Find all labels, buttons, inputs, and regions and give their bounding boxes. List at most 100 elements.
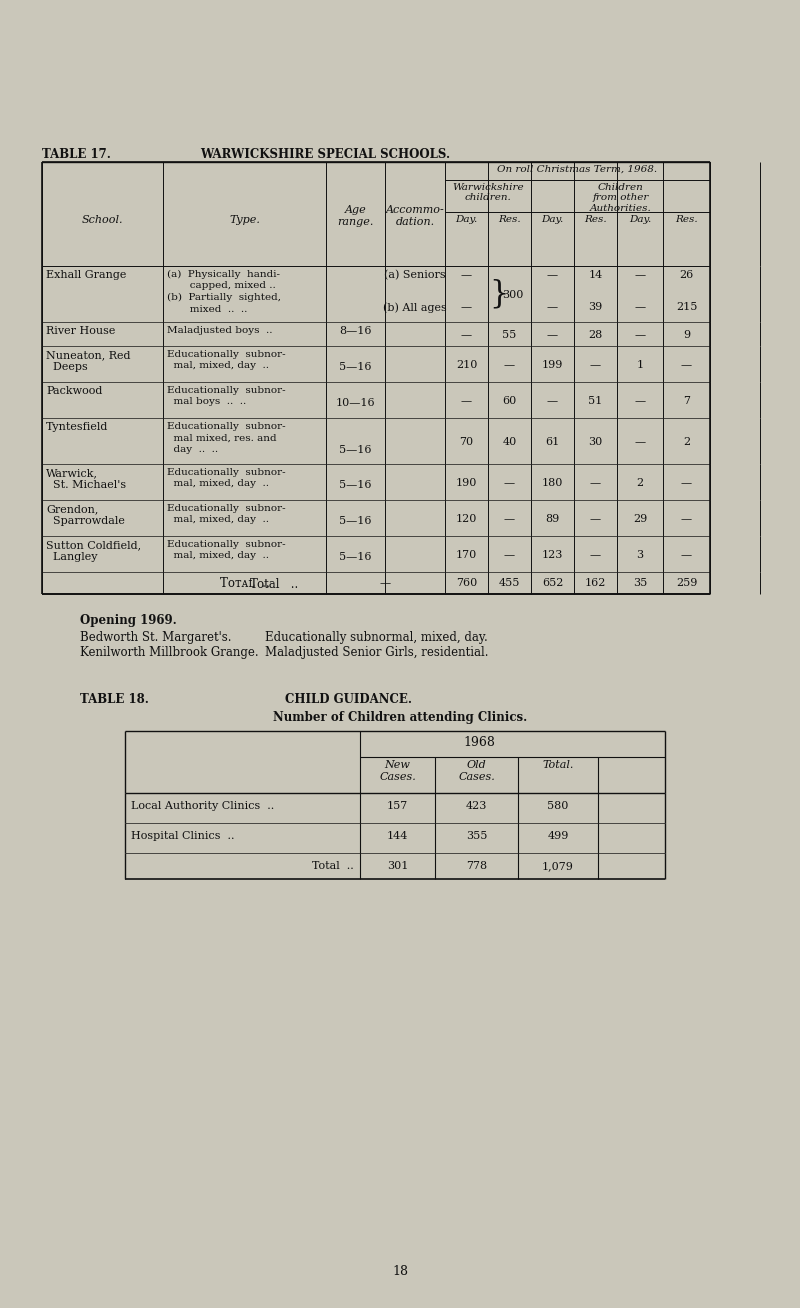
Text: mal mixed, res. and: mal mixed, res. and xyxy=(167,433,277,442)
Text: Maladjusted Senior Girls, residential.: Maladjusted Senior Girls, residential. xyxy=(265,646,489,659)
Text: 215: 215 xyxy=(676,302,697,313)
Text: Children
from other
Authorities.: Children from other Authorities. xyxy=(590,183,651,213)
Text: Res.: Res. xyxy=(675,215,698,224)
Text: 423: 423 xyxy=(466,800,487,811)
Text: —: — xyxy=(681,360,692,370)
Text: 35: 35 xyxy=(633,578,647,589)
Text: —: — xyxy=(504,477,515,488)
Text: 5—16: 5—16 xyxy=(339,445,372,455)
Text: Day.: Day. xyxy=(542,215,564,224)
Text: Exhall Grange: Exhall Grange xyxy=(46,269,126,280)
Text: 14: 14 xyxy=(588,269,602,280)
Text: 210: 210 xyxy=(456,360,477,370)
Text: 355: 355 xyxy=(466,831,487,841)
Text: 2: 2 xyxy=(637,477,643,488)
Text: (b)  Partially  sighted,: (b) Partially sighted, xyxy=(167,293,281,302)
Text: 120: 120 xyxy=(456,514,477,525)
Text: —: — xyxy=(634,437,646,447)
Text: Kenilworth Millbrook Grange.: Kenilworth Millbrook Grange. xyxy=(80,646,258,659)
Text: Educationally  subnor-: Educationally subnor- xyxy=(167,386,286,395)
Text: Nuneaton, Red: Nuneaton, Red xyxy=(46,351,130,360)
Text: 301: 301 xyxy=(387,861,408,871)
Text: —: — xyxy=(547,269,558,280)
Text: 9: 9 xyxy=(683,330,690,340)
Text: 26: 26 xyxy=(679,269,694,280)
Text: Day.: Day. xyxy=(455,215,478,224)
Text: 259: 259 xyxy=(676,578,697,589)
Text: 8—16: 8—16 xyxy=(339,326,372,336)
Text: —: — xyxy=(681,514,692,525)
Text: —: — xyxy=(461,330,472,340)
Text: 7: 7 xyxy=(683,396,690,405)
Text: 29: 29 xyxy=(633,514,647,525)
Text: 157: 157 xyxy=(387,800,408,811)
Text: Maladjusted boys  ..: Maladjusted boys .. xyxy=(167,326,273,335)
Text: 61: 61 xyxy=(546,437,560,447)
Text: Total.: Total. xyxy=(542,760,574,770)
Text: River House: River House xyxy=(46,326,115,336)
Text: 180: 180 xyxy=(542,477,563,488)
Text: Educationally  subnor-: Educationally subnor- xyxy=(167,351,286,358)
Text: —: — xyxy=(590,549,601,560)
Text: —: — xyxy=(504,360,515,370)
Text: 18: 18 xyxy=(392,1265,408,1278)
Text: —: — xyxy=(681,477,692,488)
Text: Bedworth St. Margaret's.: Bedworth St. Margaret's. xyxy=(80,630,231,644)
Text: WARWICKSHIRE SPECIAL SCHOOLS.: WARWICKSHIRE SPECIAL SCHOOLS. xyxy=(200,148,450,161)
Text: 1,079: 1,079 xyxy=(542,861,574,871)
Text: Age
range.: Age range. xyxy=(338,205,374,226)
Text: Educationally  subnor-: Educationally subnor- xyxy=(167,540,286,549)
Text: Educationally subnormal, mixed, day.: Educationally subnormal, mixed, day. xyxy=(265,630,488,644)
Text: 5—16: 5—16 xyxy=(339,361,372,371)
Text: mal, mixed, day  ..: mal, mixed, day .. xyxy=(167,361,269,370)
Text: —: — xyxy=(461,269,472,280)
Text: 778: 778 xyxy=(466,861,487,871)
Text: 5—16: 5—16 xyxy=(339,515,372,526)
Text: 162: 162 xyxy=(585,578,606,589)
Text: Langley: Langley xyxy=(46,552,98,561)
Text: Warwickshire
children.: Warwickshire children. xyxy=(452,183,524,203)
Text: 60: 60 xyxy=(502,396,517,405)
Text: 170: 170 xyxy=(456,549,477,560)
Text: Type.: Type. xyxy=(229,215,260,225)
Text: Opening 1969.: Opening 1969. xyxy=(80,613,177,627)
Text: 70: 70 xyxy=(459,437,474,447)
Text: 51: 51 xyxy=(588,396,602,405)
Text: —: — xyxy=(590,514,601,525)
Text: (b) All ages: (b) All ages xyxy=(383,302,447,313)
Text: 28: 28 xyxy=(588,330,602,340)
Text: Educationally  subnor-: Educationally subnor- xyxy=(167,504,286,513)
Text: —: — xyxy=(634,302,646,313)
Text: (a) Seniors: (a) Seniors xyxy=(384,269,446,280)
Text: Local Authority Clinics  ..: Local Authority Clinics .. xyxy=(131,800,274,811)
Text: —: — xyxy=(461,302,472,313)
Text: 123: 123 xyxy=(542,549,563,560)
Text: 1: 1 xyxy=(637,360,643,370)
Text: Tyntesfield: Tyntesfield xyxy=(46,422,108,432)
Text: Accommo-
dation.: Accommo- dation. xyxy=(386,205,444,226)
Text: Sutton Coldfield,: Sutton Coldfield, xyxy=(46,540,141,549)
Text: 89: 89 xyxy=(546,514,560,525)
Text: New
Cases.: New Cases. xyxy=(379,760,416,782)
Text: Educationally  subnor-: Educationally subnor- xyxy=(167,468,286,477)
Text: 300: 300 xyxy=(502,290,523,300)
Text: 3: 3 xyxy=(637,549,643,560)
Text: —: — xyxy=(547,396,558,405)
Text: Tᴏᴛᴀʟ  ..: Tᴏᴛᴀʟ .. xyxy=(220,577,270,590)
Text: 2: 2 xyxy=(683,437,690,447)
Text: —: — xyxy=(504,549,515,560)
Text: 10—16: 10—16 xyxy=(336,398,375,408)
Text: 580: 580 xyxy=(547,800,569,811)
Text: On roll Christmas Term, 1968.: On roll Christmas Term, 1968. xyxy=(498,165,658,174)
Text: 5—16: 5—16 xyxy=(339,480,372,489)
Text: 55: 55 xyxy=(502,330,517,340)
Text: CHILD GUIDANCE.: CHILD GUIDANCE. xyxy=(285,693,412,706)
Text: —: — xyxy=(590,360,601,370)
Text: Res.: Res. xyxy=(584,215,607,224)
Text: Res.: Res. xyxy=(498,215,521,224)
Text: —: — xyxy=(380,578,391,589)
Text: mal, mixed, day  ..: mal, mixed, day .. xyxy=(167,480,269,488)
Text: Grendon,: Grendon, xyxy=(46,504,98,514)
Text: 40: 40 xyxy=(502,437,517,447)
Text: 760: 760 xyxy=(456,578,477,589)
